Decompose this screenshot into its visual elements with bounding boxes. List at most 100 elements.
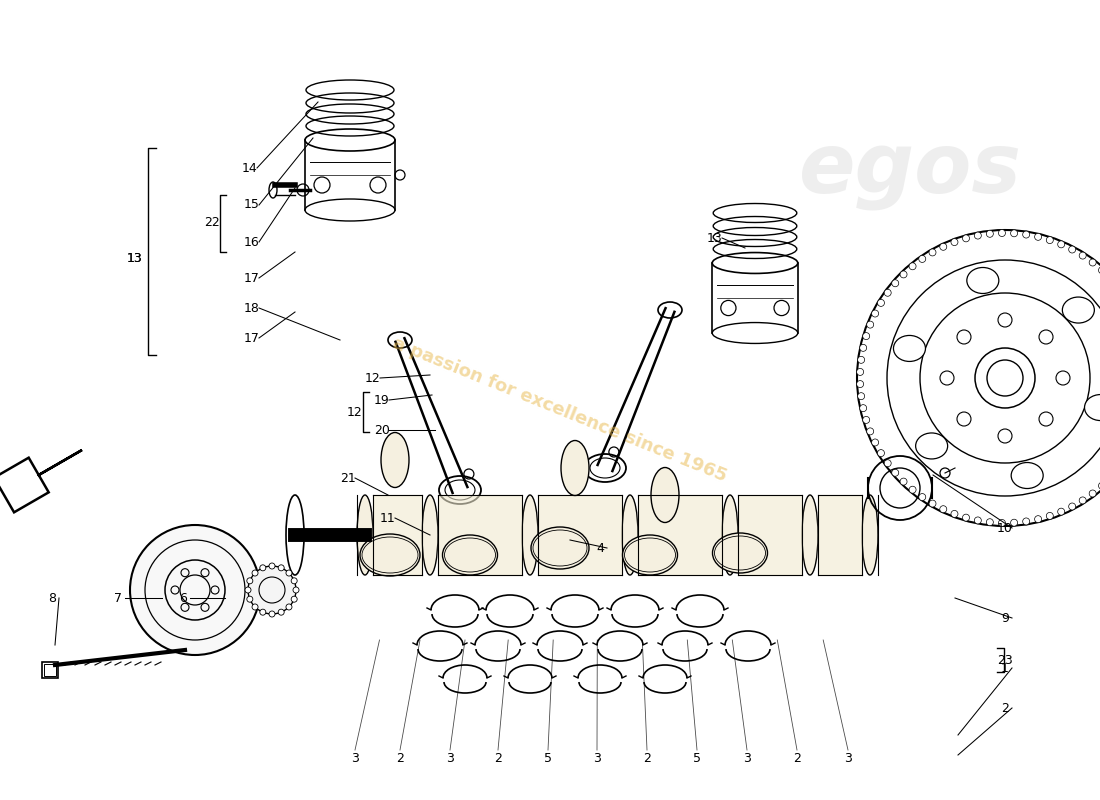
Circle shape <box>245 587 251 593</box>
Text: 1: 1 <box>1001 662 1009 674</box>
Circle shape <box>130 525 260 655</box>
Ellipse shape <box>862 495 878 575</box>
Ellipse shape <box>915 433 947 459</box>
Circle shape <box>1046 237 1054 243</box>
Text: 12: 12 <box>365 371 381 385</box>
Circle shape <box>1079 252 1086 259</box>
Circle shape <box>999 230 1005 237</box>
Ellipse shape <box>621 495 638 575</box>
Circle shape <box>292 596 297 602</box>
Text: 14: 14 <box>242 162 257 174</box>
Circle shape <box>857 381 864 387</box>
Ellipse shape <box>722 495 738 575</box>
Circle shape <box>1058 241 1065 248</box>
Text: 12: 12 <box>348 406 363 418</box>
Text: 3: 3 <box>844 751 851 765</box>
Text: 7: 7 <box>114 591 122 605</box>
Text: 16: 16 <box>244 235 260 249</box>
Ellipse shape <box>561 441 588 495</box>
Circle shape <box>1079 497 1086 504</box>
Circle shape <box>918 255 926 262</box>
Circle shape <box>962 235 969 242</box>
Circle shape <box>952 510 958 518</box>
Text: 19: 19 <box>374 394 389 406</box>
Polygon shape <box>0 450 82 512</box>
Circle shape <box>246 596 253 602</box>
Circle shape <box>939 506 947 513</box>
Circle shape <box>862 333 870 339</box>
Circle shape <box>900 271 908 278</box>
Ellipse shape <box>967 267 999 294</box>
Text: 13: 13 <box>128 251 143 265</box>
Circle shape <box>884 290 891 296</box>
Ellipse shape <box>442 535 497 575</box>
Circle shape <box>878 299 884 306</box>
Text: 23: 23 <box>997 654 1013 666</box>
Circle shape <box>1040 412 1053 426</box>
Circle shape <box>1046 513 1054 519</box>
Ellipse shape <box>358 495 373 575</box>
Text: 5: 5 <box>544 751 552 765</box>
Ellipse shape <box>381 433 409 487</box>
Circle shape <box>278 565 284 571</box>
Circle shape <box>270 563 275 569</box>
Ellipse shape <box>713 533 768 573</box>
Circle shape <box>909 262 916 270</box>
Text: 3: 3 <box>744 751 751 765</box>
Circle shape <box>962 514 969 521</box>
Ellipse shape <box>360 534 420 576</box>
Text: 3: 3 <box>447 751 454 765</box>
Ellipse shape <box>623 535 678 575</box>
Circle shape <box>918 494 926 501</box>
Text: 13: 13 <box>707 231 723 245</box>
Circle shape <box>293 587 299 593</box>
Circle shape <box>975 232 981 239</box>
Text: 11: 11 <box>381 511 396 525</box>
Circle shape <box>987 230 993 238</box>
Circle shape <box>858 393 865 400</box>
Circle shape <box>952 238 958 246</box>
Circle shape <box>857 369 864 375</box>
Circle shape <box>940 371 954 385</box>
Circle shape <box>998 429 1012 443</box>
Text: 10: 10 <box>997 522 1013 534</box>
Circle shape <box>270 611 275 617</box>
Text: 6: 6 <box>179 591 187 605</box>
Circle shape <box>1011 519 1018 526</box>
Text: 17: 17 <box>244 271 260 285</box>
Text: 20: 20 <box>374 423 389 437</box>
Bar <box>44 664 56 676</box>
Circle shape <box>987 518 993 526</box>
Circle shape <box>1040 330 1053 344</box>
Text: egos: egos <box>799 130 1022 210</box>
Circle shape <box>1056 371 1070 385</box>
Circle shape <box>957 330 971 344</box>
Ellipse shape <box>893 335 925 362</box>
Circle shape <box>1023 518 1030 525</box>
Text: 4: 4 <box>596 542 604 554</box>
Text: 3: 3 <box>351 751 359 765</box>
Circle shape <box>1069 246 1076 253</box>
Bar <box>42 662 58 678</box>
Circle shape <box>248 566 296 614</box>
Circle shape <box>1099 266 1100 274</box>
Circle shape <box>867 321 873 328</box>
Text: 2: 2 <box>396 751 404 765</box>
Circle shape <box>252 570 258 576</box>
Text: 2: 2 <box>793 751 801 765</box>
Circle shape <box>939 243 947 250</box>
Circle shape <box>930 249 936 256</box>
Circle shape <box>278 609 284 615</box>
Ellipse shape <box>1011 462 1043 489</box>
Ellipse shape <box>802 495 818 575</box>
Circle shape <box>930 500 936 507</box>
Circle shape <box>260 565 266 571</box>
Circle shape <box>1058 508 1065 515</box>
Ellipse shape <box>522 495 538 575</box>
Circle shape <box>1089 490 1097 497</box>
Text: 15: 15 <box>244 198 260 211</box>
Circle shape <box>1069 503 1076 510</box>
Circle shape <box>1089 259 1097 266</box>
Text: 17: 17 <box>244 331 260 345</box>
Circle shape <box>286 570 292 576</box>
